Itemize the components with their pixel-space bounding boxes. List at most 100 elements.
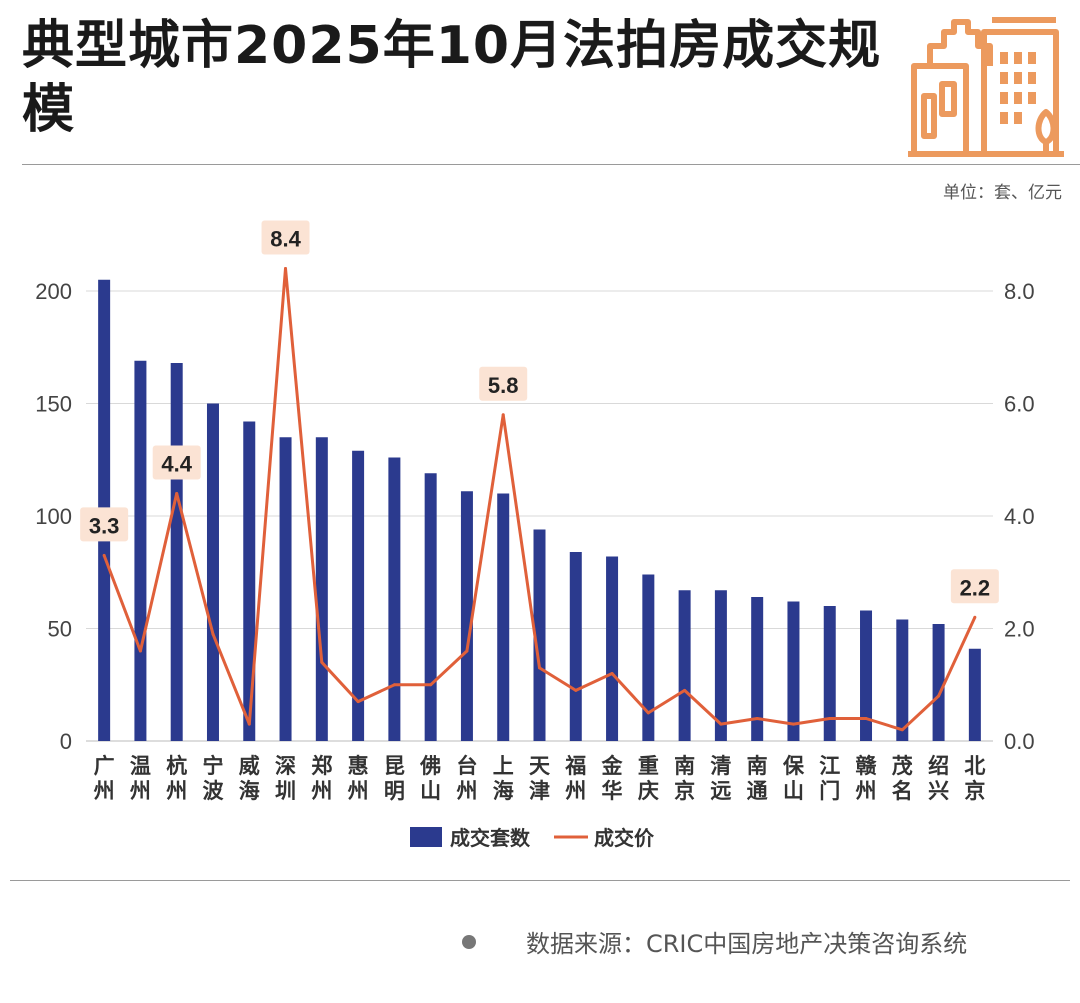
- y-right-tick-label: 2.0: [1004, 617, 1035, 642]
- bar-威海: [243, 421, 256, 741]
- price-point-广州: [102, 553, 106, 557]
- bar-上海: [497, 493, 510, 741]
- bar-江门: [823, 606, 836, 741]
- bar-天津: [533, 529, 546, 741]
- x-tick-label: 深: [275, 754, 296, 778]
- price-point-茂名: [900, 728, 904, 732]
- x-tick-label: 津: [529, 779, 550, 803]
- x-tick-label: 温: [130, 754, 151, 778]
- annotation-box: [950, 569, 999, 604]
- price-point-佛山: [429, 683, 433, 687]
- bar-台州: [460, 491, 473, 741]
- legend-label: 成交价: [594, 826, 655, 850]
- annotation-label: 2.2: [960, 575, 991, 600]
- bullet-dot: [462, 934, 476, 949]
- x-tick-label: 波: [202, 779, 224, 803]
- x-tick-label: 明: [384, 779, 405, 803]
- price-point-清远: [719, 722, 723, 726]
- x-tick-label: 重: [638, 754, 659, 778]
- x-tick-label: 郑: [311, 754, 332, 778]
- data-source-text: 数据来源：CRIC中国房地产决策咨询系统: [526, 930, 968, 958]
- annotation-box: [261, 220, 310, 255]
- x-tick-label: 门: [819, 779, 840, 803]
- annotation-label: 4.4: [161, 452, 192, 477]
- price-point-昆明: [392, 683, 396, 687]
- price-point-福州: [574, 688, 578, 692]
- y-left-tick-label: 100: [35, 504, 72, 529]
- top-divider: [22, 164, 1080, 165]
- x-tick-label: 海: [239, 779, 260, 803]
- bar-南京: [678, 590, 691, 741]
- x-tick-label: 兴: [928, 779, 949, 803]
- bar-杭州: [170, 363, 183, 741]
- y-right-tick-label: 6.0: [1004, 392, 1035, 417]
- data-source: 数据来源：CRIC中国房地产决策咨询系统: [462, 924, 967, 959]
- unit-label: 单位：套、亿元: [943, 183, 1062, 203]
- annotation-label: 3.3: [89, 513, 120, 538]
- x-tick-label: 台: [456, 754, 477, 778]
- bar-清远: [714, 590, 727, 741]
- price-point-天津: [538, 666, 541, 670]
- price-point-宁波: [211, 632, 215, 636]
- y-right-tick-label: 0.0: [1004, 729, 1035, 754]
- x-tick-label: 江: [819, 754, 840, 778]
- bottom-divider: [10, 880, 1070, 881]
- x-tick-label: 茂: [892, 754, 913, 778]
- bar-北京: [968, 648, 981, 741]
- price-point-杭州: [175, 492, 179, 495]
- x-tick-label: 州: [348, 779, 369, 803]
- bar-保山: [787, 601, 800, 741]
- y-left-tick-label: 0: [60, 729, 72, 754]
- x-tick-label: 赣: [856, 754, 878, 778]
- price-point-江门: [828, 717, 832, 720]
- bar-郑州: [315, 437, 328, 741]
- price-point-重庆: [646, 711, 650, 715]
- x-tick-label: 南: [747, 754, 768, 778]
- bar-昆明: [388, 457, 401, 741]
- x-tick-label: 绍: [928, 754, 949, 778]
- x-tick-label: 州: [565, 779, 586, 803]
- bar-绍兴: [932, 624, 945, 741]
- bar-金华: [606, 556, 619, 741]
- price-point-郑州: [320, 660, 324, 664]
- x-tick-label: 山: [783, 779, 804, 803]
- price-point-南京: [683, 688, 687, 692]
- x-tick-label: 州: [456, 779, 477, 803]
- x-tick-label: 清: [710, 754, 731, 778]
- x-tick-label: 广: [94, 754, 115, 778]
- x-tick-label: 通: [747, 779, 768, 803]
- y-right-tick-label: 4.0: [1004, 504, 1035, 529]
- x-tick-label: 京: [674, 779, 695, 803]
- price-point-威海: [247, 722, 251, 726]
- price-point-金华: [610, 672, 614, 675]
- x-tick-label: 圳: [275, 779, 296, 803]
- x-tick-label: 山: [420, 779, 441, 803]
- x-tick-label: 南: [674, 754, 695, 778]
- annotation-box: [80, 507, 129, 542]
- x-tick-label: 名: [892, 779, 913, 803]
- annotation-box: [479, 366, 528, 401]
- annotation-label: 5.8: [488, 373, 519, 398]
- price-point-北京: [973, 615, 977, 619]
- y-right-tick-label: 8.0: [1004, 279, 1035, 304]
- x-tick-label: 远: [710, 779, 731, 803]
- x-tick-label: 北: [964, 754, 985, 778]
- bar-深圳: [279, 437, 292, 741]
- chart-title: 典型城市2025年10月法拍房成交规模: [22, 16, 882, 140]
- bar-宁波: [206, 403, 219, 741]
- x-tick-label: 上: [493, 754, 514, 778]
- x-tick-label: 保: [782, 754, 805, 778]
- building-logo-icon: [908, 17, 1064, 157]
- annotation-label: 8.4: [270, 227, 301, 252]
- x-tick-label: 州: [130, 779, 151, 803]
- annotation-box: [152, 445, 201, 480]
- price-line: [102, 267, 977, 732]
- price-point-上海: [501, 413, 505, 417]
- price-point-赣州: [864, 717, 868, 720]
- x-tick-label: 惠: [348, 754, 369, 778]
- price-point-台州: [465, 649, 469, 653]
- x-tick-label: 昆: [384, 754, 405, 778]
- x-tick-label: 京: [964, 779, 985, 803]
- x-tick-label: 州: [94, 779, 115, 803]
- y-left-tick-label: 50: [48, 617, 72, 642]
